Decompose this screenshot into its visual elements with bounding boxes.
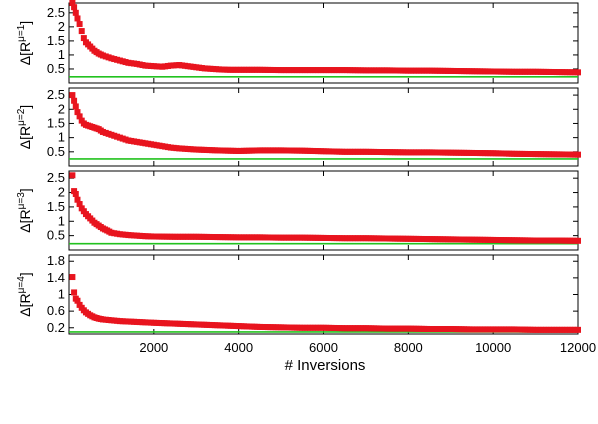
data-marker xyxy=(575,69,581,76)
y-axis-label-superscript: μ=3 xyxy=(16,192,27,210)
y-tick-label: 1 xyxy=(58,213,65,228)
data-marker xyxy=(71,4,78,11)
data-marker xyxy=(69,0,76,6)
y-tick-label: 1.4 xyxy=(47,270,65,285)
y-tick-label: 1.5 xyxy=(47,115,65,130)
data-marker xyxy=(76,21,83,28)
y-tick-label: 0.5 xyxy=(47,228,65,243)
panel-2: 0.511.522.5 Δ[Rμ=2] xyxy=(16,87,581,167)
data-marker xyxy=(76,201,83,208)
data-marker xyxy=(76,113,83,120)
y-tick-label: 2.5 xyxy=(47,87,65,102)
y-tick-label: 1.5 xyxy=(47,33,65,48)
data-marker xyxy=(72,190,79,197)
x-tick-label: 8000 xyxy=(394,340,423,355)
x-axis-label: # Inversions xyxy=(285,357,366,374)
y-tick-label: 2 xyxy=(58,101,65,116)
panel-3: 0.511.522.5 Δ[Rμ=3] xyxy=(16,170,581,251)
data-marker xyxy=(80,35,87,42)
y-axis-label-superscript: μ=1 xyxy=(16,24,27,42)
y-axis-label-close: ] xyxy=(17,188,33,192)
y-tick-label: 0.6 xyxy=(47,303,65,318)
data-marker xyxy=(69,172,76,179)
y-tick-label: 1.5 xyxy=(47,199,65,214)
data-marker xyxy=(74,109,81,116)
y-axis-label-base: Δ[R xyxy=(17,293,33,316)
y-axis-label: Δ[Rμ=3] xyxy=(16,188,33,232)
y-axis-label-base: Δ[R xyxy=(17,42,33,65)
y-axis-label: Δ[Rμ=2] xyxy=(16,105,33,149)
x-tick-label: 4000 xyxy=(224,340,253,355)
x-tick-label: 2000 xyxy=(139,340,168,355)
data-marker xyxy=(74,15,81,22)
data-marker xyxy=(575,326,581,333)
data-marker xyxy=(78,28,85,35)
y-axis-label-close: ] xyxy=(17,105,33,109)
y-axis-label-superscript: μ=4 xyxy=(16,276,27,294)
data-marker xyxy=(71,97,78,104)
x-tick-label: 10000 xyxy=(475,340,511,355)
y-axis-label-base: Δ[R xyxy=(17,209,33,232)
y-tick-label: 1 xyxy=(58,287,65,302)
y-tick-label: 2 xyxy=(58,185,65,200)
panel-4: 0.2 0.61 1.4 1.8 Δ[Rμ=4] xyxy=(16,253,581,335)
y-axis-label-close: ] xyxy=(17,272,33,276)
data-marker xyxy=(69,92,76,99)
y-tick-label: 0.5 xyxy=(47,144,65,159)
y-axis-label-superscript: μ=2 xyxy=(16,108,27,126)
chart-panels: 0.511.522.5Δ[Rμ=1]0.511.522.5Δ[Rμ=2]0.51… xyxy=(16,0,596,355)
y-tick-label: 0.2 xyxy=(47,320,65,335)
y-tick-label: 1.8 xyxy=(47,253,65,268)
y-tick-label: 1 xyxy=(58,47,65,62)
data-marker xyxy=(74,297,81,304)
data-marker xyxy=(74,196,81,203)
data-marker xyxy=(575,237,581,244)
data-marker xyxy=(69,274,76,281)
y-tick-label: 0.5 xyxy=(47,61,65,76)
data-marker xyxy=(72,9,79,16)
y-tick-label: 2.5 xyxy=(47,5,65,20)
x-tick-label: 12000 xyxy=(560,340,596,355)
data-marker xyxy=(72,103,79,110)
y-axis-label-close: ] xyxy=(17,21,33,25)
data-marker xyxy=(575,151,581,158)
x-tick-label: 6000 xyxy=(309,340,338,355)
data-marker xyxy=(71,289,78,296)
y-tick-label: 1 xyxy=(58,130,65,145)
y-axis-label: Δ[Rμ=1] xyxy=(16,21,33,65)
y-axis-label-base: Δ[R xyxy=(17,126,33,149)
y-tick-label: 2.5 xyxy=(47,170,65,185)
y-tick-label: 2 xyxy=(58,19,65,34)
panel-1: 0.511.522.5 Δ[Rμ=1] xyxy=(16,0,581,84)
y-axis-label: Δ[Rμ=4] xyxy=(16,272,33,316)
